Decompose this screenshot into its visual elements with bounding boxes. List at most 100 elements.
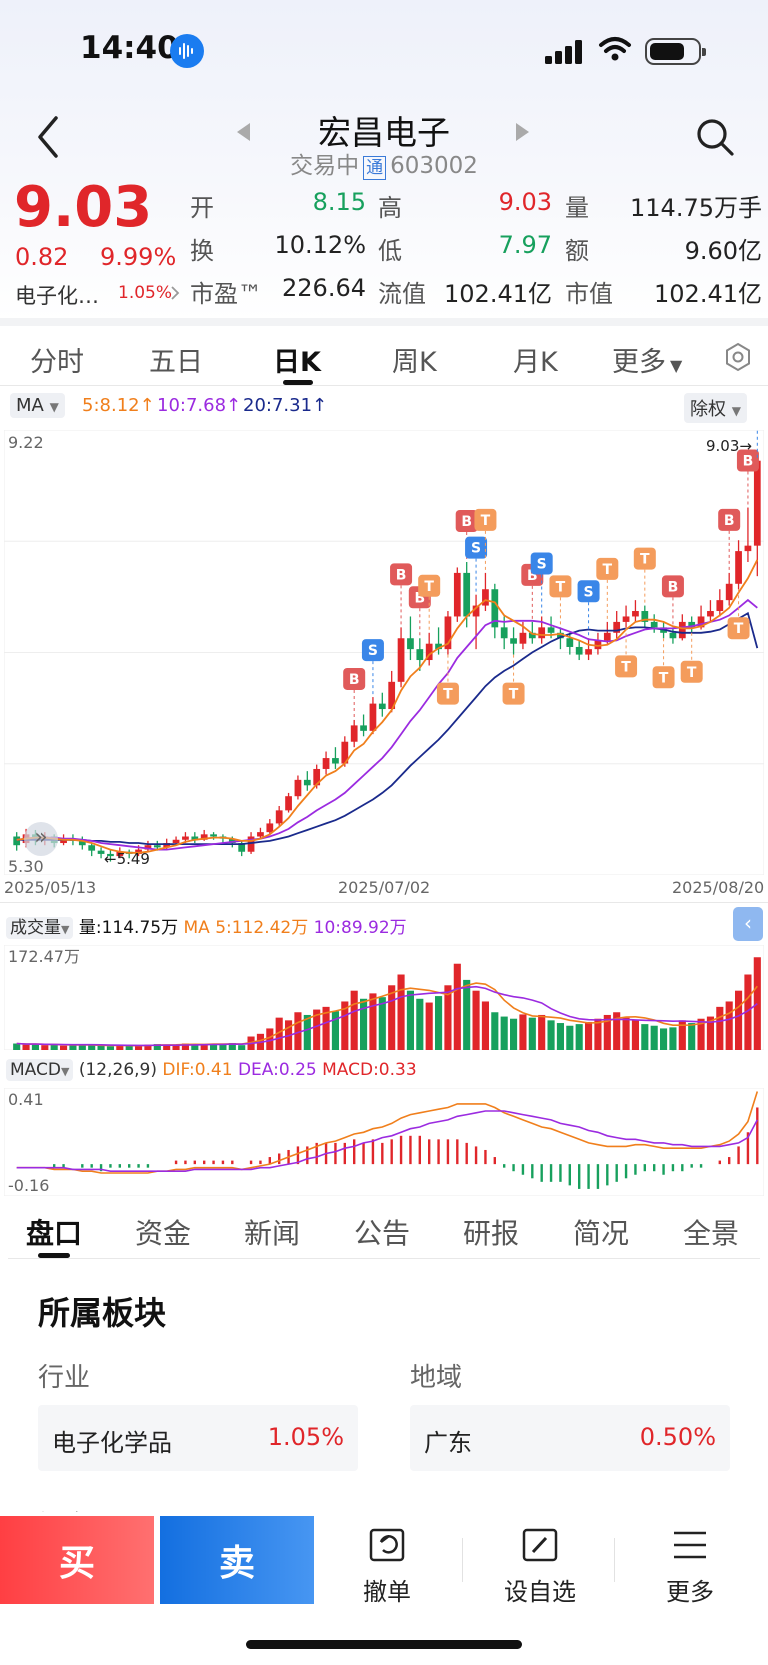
- signal-label: T: [659, 670, 669, 686]
- candle-body: [538, 627, 546, 639]
- region-card[interactable]: 广东 0.50%: [410, 1405, 730, 1471]
- candle-body: [172, 839, 180, 844]
- vol-ma5: MA 5:112.42万: [183, 918, 309, 938]
- macd-selector[interactable]: MACD▼: [6, 1059, 74, 1081]
- candle-body: [238, 843, 246, 852]
- volume-chart[interactable]: [4, 945, 764, 1050]
- add-watchlist-button[interactable]: 设自选: [480, 1528, 600, 1607]
- prev-stock-icon[interactable]: [237, 123, 250, 141]
- volume-selector[interactable]: 成交量▼: [6, 917, 74, 939]
- candle-body: [247, 836, 255, 852]
- x-label-mid: 2025/07/02: [338, 878, 431, 897]
- tab-funds[interactable]: 资金: [135, 1217, 192, 1250]
- signal-badge: [418, 574, 441, 597]
- vol-ma10: 10:89.92万: [313, 918, 407, 938]
- signal-badge: [502, 682, 525, 705]
- chart-divider: [0, 902, 768, 903]
- candle-body: [200, 834, 208, 840]
- sector-pct[interactable]: 1.05%: [118, 283, 173, 303]
- volume-bar: [425, 1002, 433, 1050]
- signal-label: B: [461, 514, 472, 530]
- back-icon[interactable]: [30, 112, 66, 162]
- last-price: 9.03: [14, 175, 153, 240]
- more-button[interactable]: 更多: [630, 1528, 750, 1607]
- tab-announcements[interactable]: 公告: [354, 1217, 411, 1250]
- volume-bar: [135, 1045, 143, 1050]
- cancel-order-icon: [369, 1528, 405, 1562]
- settings-icon[interactable]: [723, 342, 753, 372]
- signal-badge: [652, 666, 675, 689]
- volume-bar: [78, 1044, 86, 1050]
- candle-body: [491, 589, 499, 628]
- arrow-up-icon: ↑: [226, 395, 242, 416]
- tab-more[interactable]: 更多 ▼: [612, 340, 682, 379]
- candle-body: [697, 616, 705, 628]
- volume-bar: [716, 1006, 724, 1050]
- kline-chart[interactable]: BSBBTTBSTTBSTSTTTTBTBTBS: [4, 430, 764, 875]
- signal-badge: [615, 655, 638, 678]
- volume-bar: [369, 993, 377, 1050]
- candle-body: [566, 638, 574, 647]
- quote-value: 8.15: [312, 188, 366, 216]
- adjust-selector[interactable]: 除权 ▼: [684, 393, 747, 423]
- signal-badge: [633, 547, 656, 570]
- candle-body: [725, 583, 733, 601]
- volume-bar: [678, 1020, 686, 1050]
- volume-bar: [69, 1045, 77, 1050]
- candle-body: [510, 638, 517, 644]
- volume-bar: [294, 1012, 302, 1050]
- buy-button[interactable]: 买: [0, 1516, 154, 1604]
- candle-body: [257, 832, 264, 837]
- signal-label: T: [424, 579, 434, 595]
- macd-max-label: 0.41: [8, 1090, 44, 1109]
- tab-news[interactable]: 新闻: [244, 1217, 301, 1250]
- board-title: 所属板块: [38, 1294, 167, 1332]
- industry-card[interactable]: 电子化学品 1.05%: [38, 1405, 358, 1471]
- quote-label: 额: [565, 237, 589, 265]
- tab-monthly-k[interactable]: 月K: [513, 347, 558, 378]
- ma-selector[interactable]: MA ▼: [10, 393, 65, 418]
- volume-bar: [566, 1025, 574, 1050]
- tab-minute[interactable]: 分时: [30, 347, 84, 378]
- quote-label: 流值: [378, 280, 426, 308]
- tab-research[interactable]: 研报: [463, 1217, 520, 1250]
- volume-bar: [453, 963, 461, 1050]
- quote-value: 102.41亿: [654, 280, 762, 308]
- cancel-order-button[interactable]: 撤单: [327, 1528, 447, 1607]
- volume-bar: [331, 1011, 339, 1050]
- tab-weekly-k[interactable]: 周K: [392, 347, 437, 378]
- x-label-end: 2025/08/20: [672, 878, 765, 897]
- dea-value: DEA:0.25: [237, 1060, 317, 1080]
- signal-label: T: [640, 552, 650, 568]
- add-watchlist-label: 设自选: [504, 1578, 576, 1606]
- tab-profile[interactable]: 简况: [573, 1217, 630, 1250]
- volume-bar: [266, 1028, 274, 1050]
- search-icon[interactable]: [695, 117, 735, 157]
- next-stock-icon[interactable]: [516, 123, 529, 141]
- candle-body: [294, 779, 302, 797]
- macd-selector-label: MACD: [10, 1060, 61, 1080]
- tong-badge[interactable]: 通: [363, 156, 387, 180]
- volume-bar: [500, 1016, 508, 1050]
- collapse-panel-icon[interactable]: ‹: [733, 907, 763, 941]
- tab-pankou[interactable]: 盘口: [26, 1217, 83, 1250]
- sell-button[interactable]: 卖: [160, 1516, 314, 1604]
- candle-body: [78, 840, 86, 846]
- sector-name[interactable]: 电子化…: [15, 284, 99, 308]
- chevron-right-icon[interactable]: [170, 285, 180, 301]
- tab-five-day[interactable]: 五日: [149, 347, 203, 378]
- candle-body: [341, 741, 349, 764]
- x-label-start: 2025/05/13: [4, 878, 97, 897]
- tab-daily-k[interactable]: 日K: [273, 347, 321, 378]
- expand-icon[interactable]: »: [24, 822, 58, 856]
- candle-body: [116, 851, 124, 857]
- tab-overview[interactable]: 全景: [683, 1217, 740, 1250]
- signal-label: T: [509, 687, 519, 703]
- volume-selector-label: 成交量: [10, 918, 61, 938]
- candle-body: [632, 611, 639, 617]
- price-change-pct: 9.99%: [100, 243, 177, 271]
- stock-name: 宏昌电子: [318, 113, 450, 152]
- macd-chart[interactable]: [4, 1088, 764, 1196]
- candle-body: [228, 838, 236, 844]
- volume-bar: [341, 1001, 349, 1050]
